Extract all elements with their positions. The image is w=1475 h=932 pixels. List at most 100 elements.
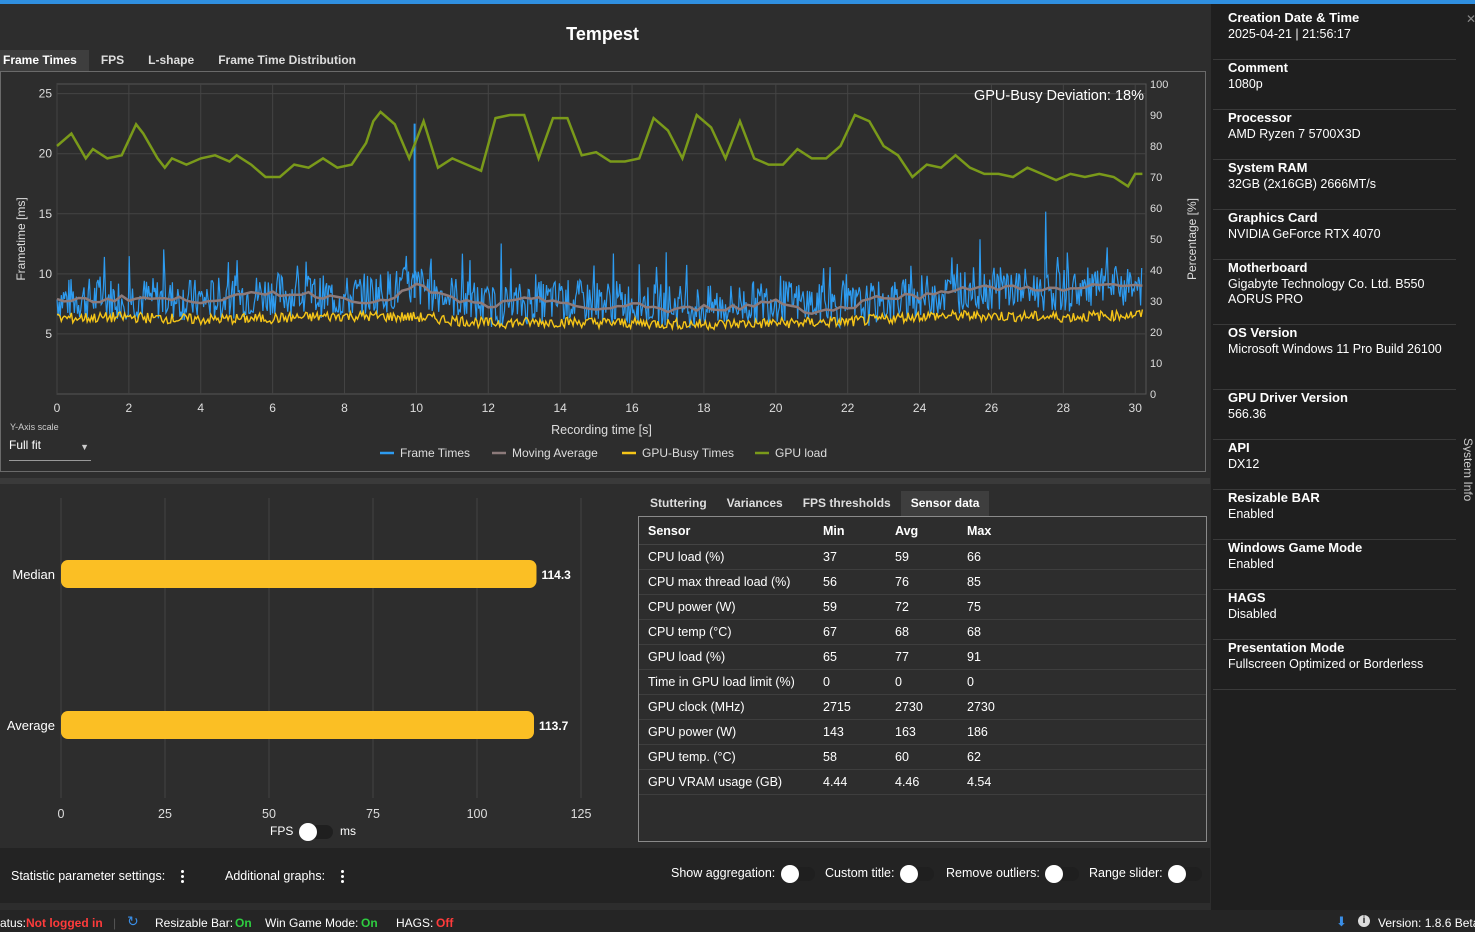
- show-aggregation-label: Show aggregation:: [671, 866, 776, 880]
- y2-tick-label: 10: [1150, 358, 1162, 370]
- system-info-label: Graphics Card: [1228, 210, 1318, 225]
- x-tick-label: 30: [1129, 401, 1143, 415]
- x-tick-label: 0: [58, 807, 65, 821]
- fps-bar-chart: 0 25 50 75 100 125 Median 114.3 Average 113.7: [7, 498, 592, 821]
- system-info-label: System RAM: [1228, 160, 1308, 175]
- sensor-table: Sensor Min Avg Max CPU load (%) 37 59 66 CPU…: [639, 517, 1206, 795]
- legend-item: GPU load: [775, 446, 827, 460]
- col-avg[interactable]: Avg: [886, 517, 958, 545]
- table-row[interactable]: CPU temp (°C) 67 68 68: [639, 619, 1206, 645]
- gpu-busy-series: [57, 308, 1144, 332]
- info-icon[interactable]: i: [1358, 915, 1370, 927]
- tab-l-shape[interactable]: L-shape: [148, 53, 195, 67]
- tab-fps-thresholds[interactable]: FPS thresholds: [802, 496, 891, 510]
- yaxis-scale-select[interactable]: Full fit ▼: [9, 438, 91, 461]
- max-cell: 75: [958, 594, 1206, 620]
- avg-cell: 2730: [886, 694, 958, 720]
- bar-category-label: Average: [7, 718, 55, 733]
- table-row[interactable]: GPU power (W) 143 163 186: [639, 719, 1206, 745]
- table-row[interactable]: CPU power (W) 59 72 75: [639, 594, 1206, 620]
- plot-area: [56, 83, 1147, 395]
- bar-value-label: 114.3: [541, 568, 571, 582]
- rebar-label: Resizable Bar:: [155, 916, 234, 930]
- remove-outliers-toggle[interactable]: [1045, 864, 1080, 883]
- sensor-name-cell: Time in GPU load limit (%): [639, 669, 814, 695]
- x-axis-label: Recording time [s]: [551, 423, 652, 437]
- col-max[interactable]: Max: [958, 517, 1206, 545]
- min-cell: 37: [814, 544, 886, 570]
- tab-fps[interactable]: FPS: [100, 53, 125, 67]
- additional-graphs[interactable]: Additional graphs:: [225, 868, 345, 885]
- table-row[interactable]: GPU load (%) 65 77 91: [639, 644, 1206, 670]
- x-tick-label: 25: [158, 807, 172, 821]
- min-cell: 143: [814, 719, 886, 745]
- frametime-chart[interactable]: 0 2 4 6 8 10 12 14 16 18 20 22 24 26 28 305101520250102…: [0, 72, 1206, 472]
- min-cell: 59: [814, 594, 886, 620]
- download-icon[interactable]: ⬇: [1336, 914, 1347, 929]
- col-sensor[interactable]: Sensor: [639, 517, 814, 545]
- refresh-icon[interactable]: ↻: [127, 913, 139, 929]
- tab-variances[interactable]: Variances: [726, 496, 783, 510]
- system-info-label: GPU Driver Version: [1228, 390, 1348, 405]
- fps-ms-switch[interactable]: [298, 822, 333, 841]
- y-tick-label: 25: [39, 87, 53, 101]
- remove-outliers-control: Remove outliers:: [946, 864, 1083, 883]
- x-tick-label: 12: [482, 401, 496, 415]
- bar: [61, 560, 537, 588]
- system-info-tab[interactable]: System Info: [1463, 438, 1475, 502]
- tab-frame-time-distribution[interactable]: Frame Time Distribution: [218, 53, 356, 67]
- panel-separator: [0, 478, 1210, 484]
- more-vert-icon[interactable]: [180, 868, 185, 885]
- table-row[interactable]: GPU VRAM usage (GB) 4.44 4.46 4.54: [639, 769, 1206, 795]
- x-tick-label: 125: [571, 807, 592, 821]
- more-vert-icon[interactable]: [340, 868, 345, 885]
- fps-ms-toggle[interactable]: FPS ms: [270, 822, 356, 841]
- status-label: atus:: [0, 916, 27, 930]
- system-info-label: Processor: [1228, 110, 1292, 125]
- system-info-label: Resizable BAR: [1228, 490, 1320, 505]
- y2-tick-label: 0: [1150, 389, 1156, 401]
- system-info-item: Presentation Mode Fullscreen Optimized or…: [1213, 640, 1456, 690]
- version-text: Version: 1.8.6 Beta: [1378, 916, 1475, 930]
- col-min[interactable]: Min: [814, 517, 886, 545]
- table-row[interactable]: CPU load (%) 37 59 66: [639, 544, 1206, 570]
- close-icon[interactable]: ✕: [1466, 12, 1475, 26]
- tab-sensor-data[interactable]: Sensor data: [900, 491, 990, 516]
- sensor-name-cell: GPU clock (MHz): [639, 694, 814, 720]
- chart-tabs: Frame Times FPS L-shape Frame Time Distr…: [0, 50, 368, 71]
- show-aggregation-toggle[interactable]: [780, 864, 815, 883]
- avg-cell: 72: [886, 594, 958, 620]
- table-row[interactable]: Time in GPU load limit (%) 0 0 0: [639, 669, 1206, 695]
- status-bar: atus: Not logged in | ↻ Resizable Bar: O…: [0, 910, 1475, 932]
- avg-cell: 60: [886, 744, 958, 770]
- system-info-value: NVIDIA GeForce RTX 4070: [1228, 227, 1381, 241]
- system-info-label: Presentation Mode: [1228, 640, 1345, 655]
- login-status[interactable]: Not logged in: [26, 916, 103, 930]
- avg-cell: 59: [886, 544, 958, 570]
- x-tick-label: 2: [126, 401, 133, 415]
- table-row[interactable]: GPU clock (MHz) 2715 2730 2730: [639, 694, 1206, 720]
- page-title: Tempest: [566, 24, 639, 44]
- y2-tick-label: 20: [1150, 327, 1162, 339]
- show-aggregation-control: Show aggregation:: [671, 864, 819, 883]
- range-slider-toggle[interactable]: [1168, 864, 1203, 883]
- frame-times-series: [56, 211, 1143, 330]
- table-row[interactable]: GPU temp. (°C) 58 60 62: [639, 744, 1206, 770]
- sensor-name-cell: CPU load (%): [639, 544, 814, 570]
- y-tick-label: 10: [39, 267, 53, 281]
- legend-item: Moving Average: [512, 446, 598, 460]
- bar: [61, 711, 534, 739]
- x-tick-label: 22: [841, 401, 855, 415]
- system-info-label: Comment: [1228, 60, 1288, 75]
- tab-stuttering[interactable]: Stuttering: [650, 496, 707, 510]
- system-info-item: GPU Driver Version 566.36: [1213, 390, 1456, 440]
- x-tick-label: 28: [1057, 401, 1071, 415]
- sensor-name-cell: GPU load (%): [639, 644, 814, 670]
- table-row[interactable]: CPU max thread load (%) 56 76 85: [639, 569, 1206, 595]
- statistic-settings[interactable]: Statistic parameter settings:: [11, 868, 185, 885]
- custom-title-toggle[interactable]: [899, 864, 934, 883]
- system-info-label: HAGS: [1228, 590, 1266, 605]
- sensor-name-cell: CPU temp (°C): [639, 619, 814, 645]
- y-tick-label: 20: [39, 147, 53, 161]
- tab-frame-times[interactable]: Frame Times: [0, 50, 89, 71]
